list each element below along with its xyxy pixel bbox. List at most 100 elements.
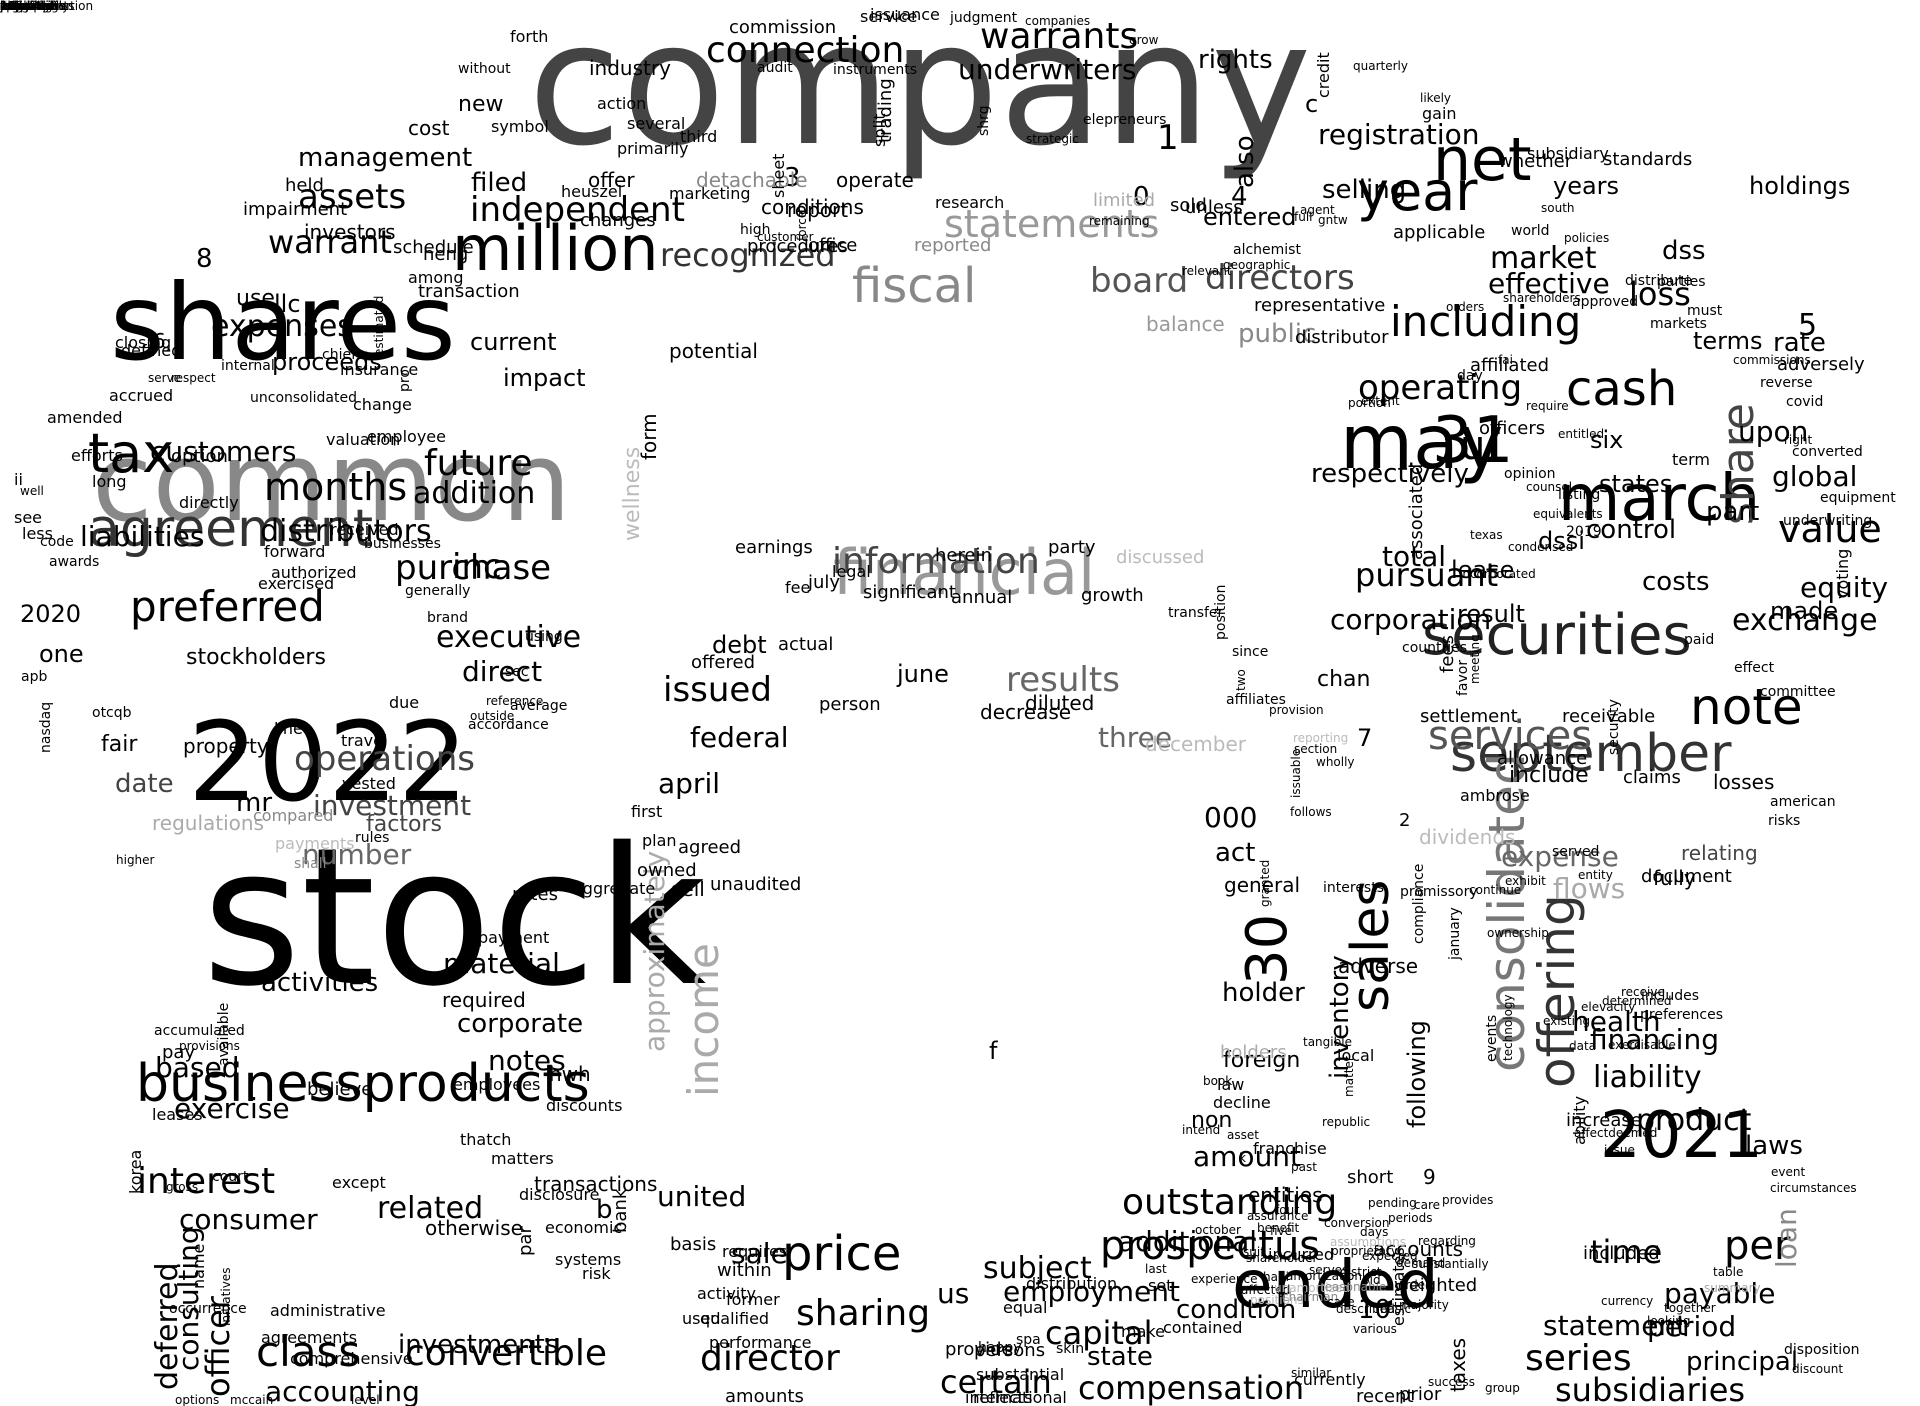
word-herein: herein: [935, 544, 992, 566]
word-compliance: compliance: [1411, 863, 1427, 944]
word-outstanding: outstanding: [1122, 1182, 1338, 1224]
word-audit: audit: [757, 59, 793, 76]
word-require: require: [1526, 399, 1569, 414]
word-preferences: preferences: [1640, 1006, 1724, 1023]
word-action: action: [597, 94, 647, 114]
word-end: end: [0, 0, 23, 13]
word-financing: financing: [1590, 1022, 1719, 1056]
word-awards: awards: [49, 553, 100, 570]
word-research: research: [935, 193, 1005, 213]
word-compared: compared: [253, 806, 334, 826]
word-registrant: registrant: [0, 0, 59, 13]
word-use: use: [236, 286, 275, 312]
word-long: long: [92, 472, 127, 492]
word-period: period: [1647, 1309, 1737, 1343]
word-issued: issued: [663, 669, 772, 710]
word-gntw: gntw: [1318, 213, 1348, 228]
word-exchange: exchange: [1732, 603, 1878, 638]
word-october: october: [1195, 1223, 1241, 1238]
word-pro: pro: [397, 369, 413, 392]
word-subsidiaries: subsidiaries: [1555, 1371, 1746, 1406]
word-vested: vested: [342, 774, 396, 794]
word-per: per: [1724, 1223, 1791, 1269]
word-6: 6: [153, 329, 166, 353]
word-warrants: warrants: [980, 16, 1139, 58]
word-offered: offered: [691, 651, 755, 673]
word-approved: approved: [1572, 293, 1639, 310]
word-likely: likely: [1420, 91, 1452, 106]
word-regarding: regarding: [1418, 1234, 1476, 1249]
word-4: 4: [1231, 182, 1248, 213]
word-llc: llc: [274, 289, 301, 318]
word-space: space: [0, 0, 36, 13]
word-capital: capital: [1045, 1314, 1153, 1353]
word-assets: assets: [298, 176, 407, 217]
word-serve: serve: [148, 371, 182, 386]
word-proprietary: proprietary: [1331, 1244, 1398, 1259]
word-adversely: adversely: [1777, 353, 1865, 375]
word-risk: risk: [582, 1264, 611, 1284]
word-impact: impact: [503, 363, 586, 392]
word-registered: registered: [0, 0, 62, 13]
word-equal: equal: [1003, 1298, 1048, 1318]
word-valuation: valuation: [326, 430, 401, 450]
word-amortization: amortization: [1286, 1269, 1362, 1284]
word-reported: reported: [914, 234, 992, 256]
word-affectdeemed: affectdeemed: [1574, 1126, 1658, 1141]
word-rates: rates: [512, 883, 558, 905]
word-rule: rule: [0, 0, 24, 13]
word-balance: balance: [1146, 312, 1225, 336]
word-include: include: [1509, 763, 1589, 789]
word-local: local: [1337, 1046, 1375, 1066]
word-competitive: competitive: [0, 0, 72, 13]
word-summary: summary: [1704, 1281, 1761, 1296]
word-unamortized: unamortized: [1274, 1281, 1350, 1296]
word-sec: sec: [505, 663, 529, 680]
word-tangible: tangible: [1303, 1035, 1352, 1050]
word-receivable: receivable: [1562, 705, 1656, 727]
word-offering: offering: [1528, 894, 1586, 1088]
word-whether: whether: [1498, 150, 1573, 172]
word-gain: gain: [1422, 104, 1457, 124]
word-april: april: [658, 766, 721, 800]
word-closing: closing: [115, 333, 172, 353]
word-held: held: [285, 174, 324, 196]
word-series: series: [1525, 1338, 1632, 1380]
word-distributor: distributor: [1295, 326, 1389, 348]
word-data: data: [1569, 1039, 1597, 1054]
word-aggregate: aggregate: [573, 879, 656, 899]
word-relating: relating: [1681, 841, 1758, 865]
word-owned: owned: [637, 859, 697, 881]
word-cost: cost: [408, 116, 450, 140]
word-three: three: [1098, 720, 1173, 754]
word-product: product: [1636, 1103, 1752, 1138]
word-heuszel: heuszel: [561, 182, 623, 202]
word-force: force: [795, 210, 809, 241]
word-earnings: earnings: [735, 536, 813, 558]
word-suit: suit: [1243, 1245, 1265, 1260]
word-standards: standards: [1603, 148, 1693, 170]
word-5: 5: [1798, 308, 1818, 343]
word-2020: 2020: [20, 599, 82, 628]
word-nasdaq: nasdaq: [38, 701, 54, 753]
word-covid: covid: [1786, 393, 1824, 410]
word-net: net: [1433, 125, 1532, 195]
word-f: f: [989, 1036, 998, 1065]
word-chief: chief: [322, 346, 357, 363]
word-accounts: accounts: [1373, 1237, 1464, 1261]
word-forth: forth: [510, 27, 549, 47]
word-effect: effect: [1734, 659, 1775, 676]
word-basis: basis: [670, 1233, 717, 1255]
word-including: including: [1390, 297, 1582, 347]
word-set: set: [1148, 1276, 1173, 1296]
word-former: former: [726, 1290, 780, 1310]
word-discounts: discounts: [546, 1096, 623, 1116]
word-basic: basic: [1380, 1302, 1412, 1317]
word-new: new: [458, 92, 504, 118]
word-texas: texas: [1470, 528, 1503, 543]
word-federal: federal: [690, 720, 789, 754]
word-form: form: [637, 413, 661, 460]
word-discussed: discussed: [1116, 546, 1205, 568]
word-world: world: [1511, 222, 1550, 239]
word-operating: operating: [1358, 367, 1523, 408]
